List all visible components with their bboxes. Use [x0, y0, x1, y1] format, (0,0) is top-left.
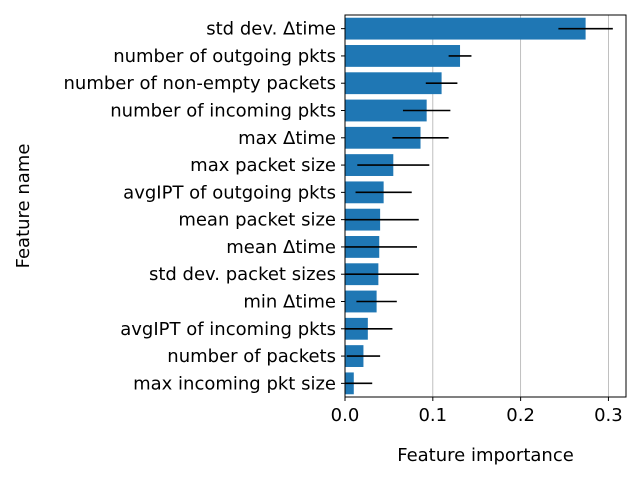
x-tick-label: 0.0 — [331, 405, 360, 426]
x-tick-label: 0.2 — [506, 405, 535, 426]
y-tick-label: mean Δtime — [226, 237, 336, 258]
bars-layer — [345, 17, 586, 395]
x-axis-label: Feature importance — [397, 445, 574, 466]
bar — [345, 17, 586, 40]
error-bars-layer — [345, 27, 613, 385]
y-tick-label: std dev. packet sizes — [149, 264, 336, 285]
y-tick-label: number of incoming pkts — [110, 101, 336, 122]
y-axis-label: Feature name — [13, 144, 34, 269]
y-tick-label: max packet size — [190, 155, 336, 176]
x-tick-label: 0.3 — [594, 405, 623, 426]
bar — [345, 72, 442, 95]
y-tick-label: max Δtime — [238, 128, 336, 149]
y-tick-label: std dev. Δtime — [206, 19, 336, 40]
axes-frame — [344, 14, 627, 398]
y-tick-label: min Δtime — [243, 292, 336, 313]
y-tick-label: max incoming pkt size — [133, 373, 336, 394]
bar — [345, 45, 461, 67]
x-ticks-layer: 0.0 0.1 0.2 0.3 — [331, 397, 623, 426]
y-ticks-layer: std dev. Δtime number of outgoing pkts num… — [64, 19, 345, 394]
y-tick-label: mean packet size — [178, 210, 336, 231]
y-tick-label: number of outgoing pkts — [113, 46, 336, 67]
bar — [345, 126, 421, 149]
y-tick-label: avgIPT of incoming pkts — [120, 319, 336, 340]
y-tick-label: avgIPT of outgoing pkts — [123, 182, 336, 203]
grid-layer — [432, 15, 609, 397]
x-tick-label: 0.1 — [418, 405, 447, 426]
y-tick-label: number of packets — [167, 346, 336, 367]
bar — [345, 99, 427, 122]
y-tick-label: number of non-empty packets — [64, 73, 336, 94]
